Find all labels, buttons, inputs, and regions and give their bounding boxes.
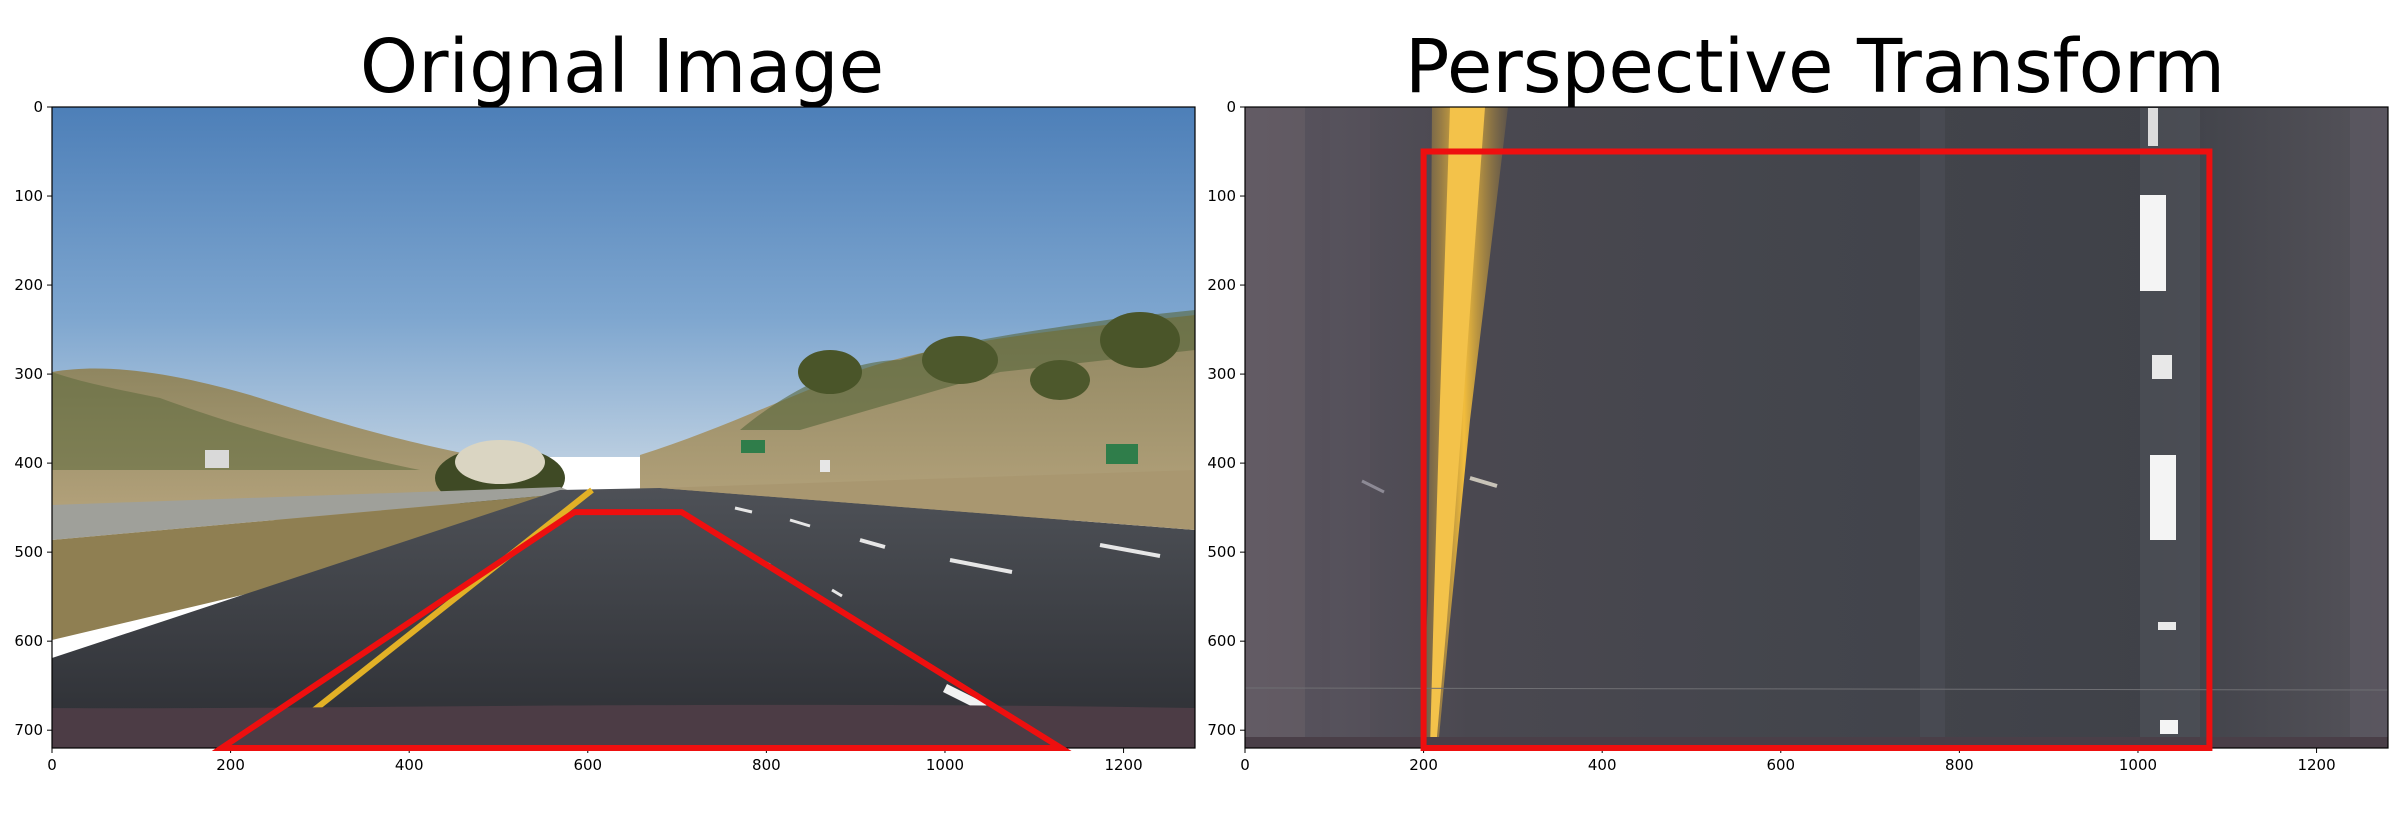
road-photo (52, 107, 1195, 748)
panel-original: Orignal Image (14, 24, 1196, 774)
y-tick-label: 400 (14, 454, 43, 472)
x-tick-label: 1000 (926, 756, 964, 774)
warped-photo (1245, 107, 2388, 748)
x-tick-label: 0 (47, 756, 57, 774)
x-tick-label: 400 (395, 756, 424, 774)
tick-group: 0 200 400 600 800 1000 1200 0 100 200 300 400 500 600… (14, 98, 1142, 774)
x-tick-label: 1200 (1104, 756, 1142, 774)
x-tick-label: 400 (1588, 756, 1617, 774)
x-tick-label: 1200 (2297, 756, 2335, 774)
y-tick-label: 500 (14, 543, 43, 561)
roi-polygon (211, 509, 1072, 751)
roi-polygon (1420, 148, 2213, 751)
y-tick-label: 200 (1207, 276, 1236, 294)
y-tick-label: 600 (1207, 632, 1236, 650)
x-tick-label: 600 (573, 756, 602, 774)
y-tick-label: 300 (1207, 365, 1236, 383)
y-tick-label: 400 (1207, 454, 1236, 472)
x-tick-label: 800 (752, 756, 781, 774)
x-tick-label: 1000 (2119, 756, 2157, 774)
panel-title: Perspective Transform (1405, 24, 2225, 110)
tick-group: 0 200 400 600 800 1000 1200 0 100 200 300 400 500 600… (1207, 98, 2335, 774)
x-tick-label: 600 (1766, 756, 1795, 774)
y-tick-label: 600 (14, 632, 43, 650)
y-tick-label: 100 (1207, 187, 1236, 205)
y-tick-label: 500 (1207, 543, 1236, 561)
y-tick-label: 300 (14, 365, 43, 383)
y-tick-label: 700 (1207, 721, 1236, 739)
y-tick-label: 200 (14, 276, 43, 294)
x-tick-label: 800 (1945, 756, 1974, 774)
y-tick-label: 100 (14, 187, 43, 205)
y-tick-label: 0 (33, 98, 43, 116)
x-tick-label: 200 (216, 756, 245, 774)
y-tick-label: 0 (1226, 98, 1236, 116)
x-tick-label: 0 (1240, 756, 1250, 774)
panel-transform: Perspective Transform (1207, 24, 2389, 774)
x-tick-label: 200 (1409, 756, 1438, 774)
panel-title: Orignal Image (360, 24, 884, 110)
y-tick-label: 700 (14, 721, 43, 739)
